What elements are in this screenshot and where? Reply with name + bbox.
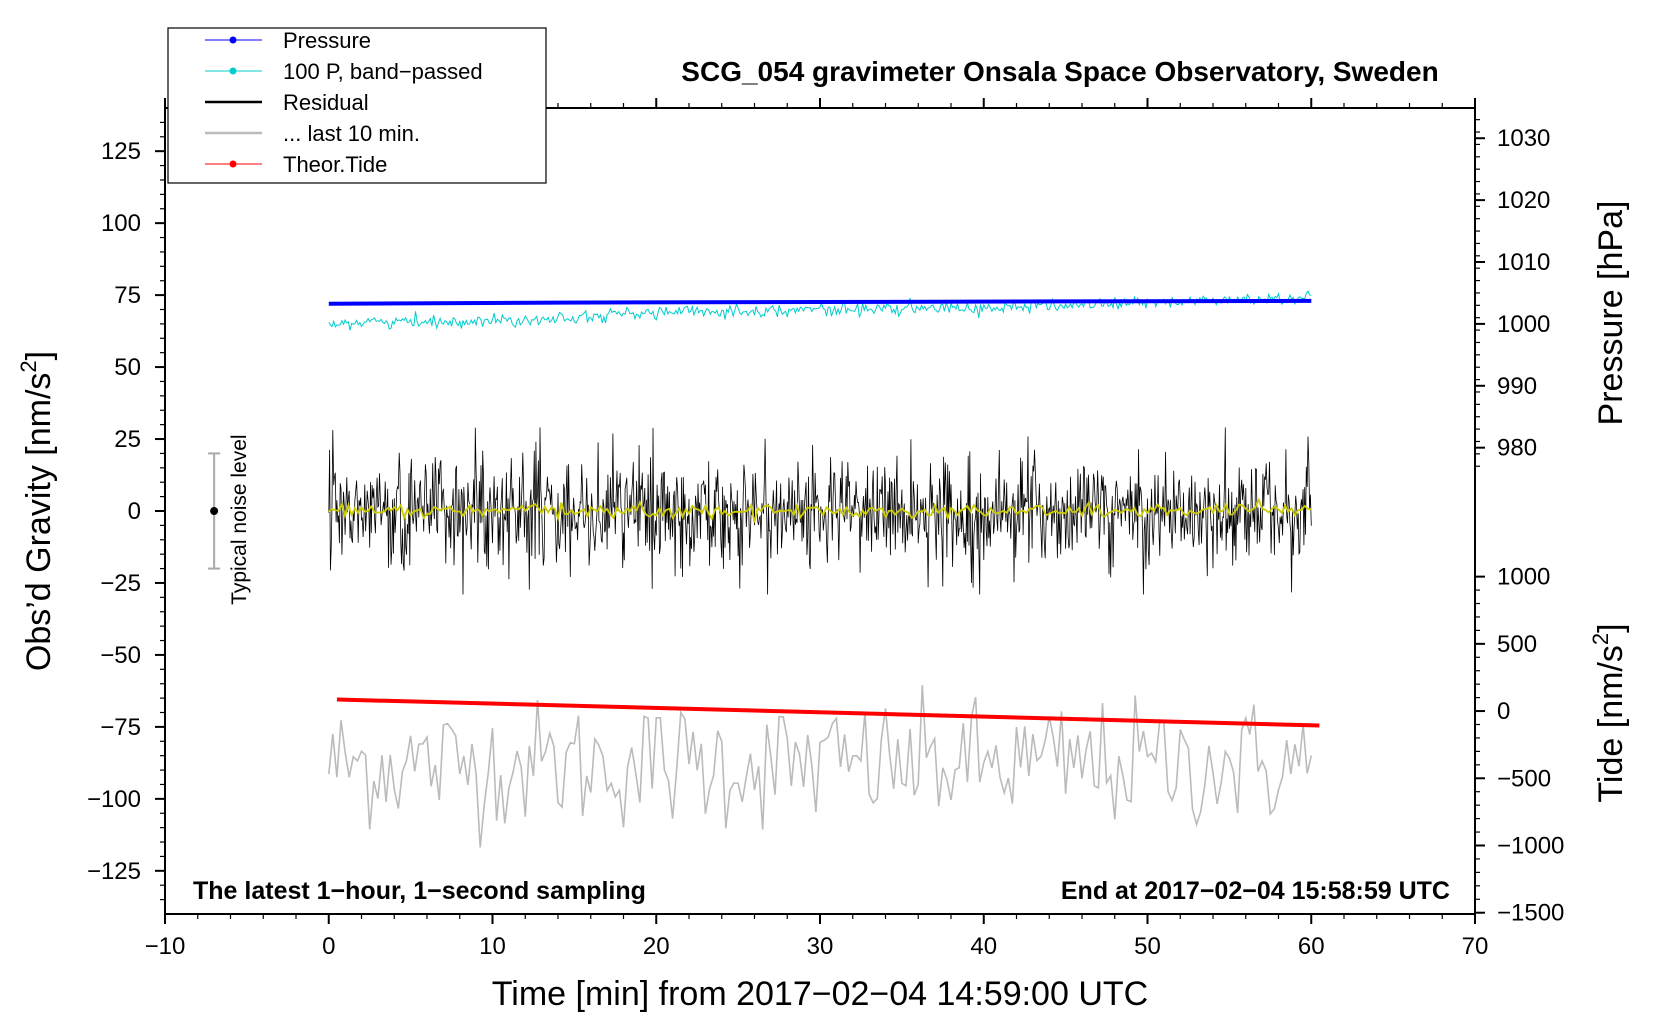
y-tick-label: 100 <box>101 210 141 237</box>
x-tick-label: 20 <box>643 933 670 960</box>
x-axis-title: Time [min] from 2017−02−04 14:59:00 UTC <box>492 975 1148 1013</box>
series-layer <box>328 290 1320 848</box>
legend-marker <box>229 67 237 75</box>
legend-box <box>167 27 547 184</box>
pressure-axis-title: Pressure [hPa] <box>1592 201 1630 426</box>
tick-layer: −10 0 10 20 30 40 50 60 701251007550250−25−50−75… <box>87 98 1564 960</box>
annotation-end-time: End at 2017−02−04 15:58:59 UTC <box>1061 877 1450 905</box>
noise-bar: Typical noise level <box>208 434 251 605</box>
series-residual <box>328 427 1312 595</box>
series-residual-mean <box>328 497 1312 523</box>
x-tick-label: 40 <box>970 933 997 960</box>
tide-tick-label: 0 <box>1497 698 1510 725</box>
y-axis-title-left-end: ] <box>20 351 58 360</box>
annotation-sampling: The latest 1−hour, 1−second sampling <box>193 877 646 905</box>
y-axis-title-left: Obs’d Gravity [nm/s2] <box>16 351 58 671</box>
tide-axis-title: Tide [nm/s2] <box>1588 623 1630 802</box>
legend: Pressure 100 P, band−passed Residual ... la… <box>167 27 547 184</box>
tide-tick-label: 1000 <box>1497 564 1550 591</box>
pressure-tick-label: 1030 <box>1497 125 1550 152</box>
legend-marker <box>229 160 237 168</box>
pressure-tick-label: 1020 <box>1497 187 1550 214</box>
x-tick-label: 60 <box>1298 933 1325 960</box>
legend-marker <box>229 36 237 44</box>
y-tick-label: 75 <box>114 282 141 309</box>
y-tick-label: −100 <box>87 786 141 813</box>
legend-label: Pressure <box>283 28 371 53</box>
y-tick-label: −125 <box>87 858 141 885</box>
legend-label: ... last 10 min. <box>283 121 420 146</box>
tide-axis-title-sup: 2 <box>1588 633 1613 645</box>
noise-bar-center <box>210 507 219 515</box>
series-pressure <box>328 298 1312 306</box>
y-tick-label: 25 <box>114 426 141 453</box>
y-axis-title-left-main: Obs’d Gravity [nm/s <box>20 373 58 672</box>
y-tick-label: 125 <box>101 138 141 165</box>
y-tick-label: 0 <box>128 498 141 525</box>
legend-items: Pressure 100 P, band−passed Residual ... la… <box>205 28 483 177</box>
y-tick-label: −50 <box>100 642 141 669</box>
x-tick-label: 30 <box>807 933 834 960</box>
tide-tick-label: 500 <box>1497 631 1537 658</box>
legend-label: Residual <box>283 90 369 115</box>
series-band-passed <box>328 290 1312 331</box>
chart-title: SCG_054 gravimeter Onsala Space Observat… <box>681 56 1438 87</box>
tide-axis-title-main: Tide [nm/s <box>1592 645 1630 802</box>
pressure-tick-label: 1000 <box>1497 311 1550 338</box>
tide-tick-label: −1500 <box>1497 900 1564 927</box>
legend-label: 100 P, band−passed <box>283 59 483 84</box>
x-tick-label: 50 <box>1134 933 1161 960</box>
tide-tick-label: −1000 <box>1497 832 1564 859</box>
y-tick-label: 50 <box>114 354 141 381</box>
tide-tick-label: −500 <box>1497 765 1551 792</box>
x-tick-label: 10 <box>479 933 506 960</box>
y-axis-title-left-sup: 2 <box>16 360 41 372</box>
y-tick-label: −25 <box>100 570 141 597</box>
pressure-tick-label: 990 <box>1497 373 1537 400</box>
noise-bar-label: Typical noise level <box>228 434 251 604</box>
tide-axis-title-end: ] <box>1592 623 1630 632</box>
legend-label: Theor.Tide <box>283 152 387 177</box>
series-last-10-min <box>328 685 1313 848</box>
pressure-tick-label: 1010 <box>1497 249 1550 276</box>
y-tick-label: −75 <box>100 714 141 741</box>
x-tick-label: 0 <box>322 933 335 960</box>
x-tick-label: −10 <box>145 933 186 960</box>
series-theor-tide <box>336 697 1320 728</box>
pressure-tick-label: 980 <box>1497 435 1537 462</box>
x-tick-label: 70 <box>1462 933 1489 960</box>
